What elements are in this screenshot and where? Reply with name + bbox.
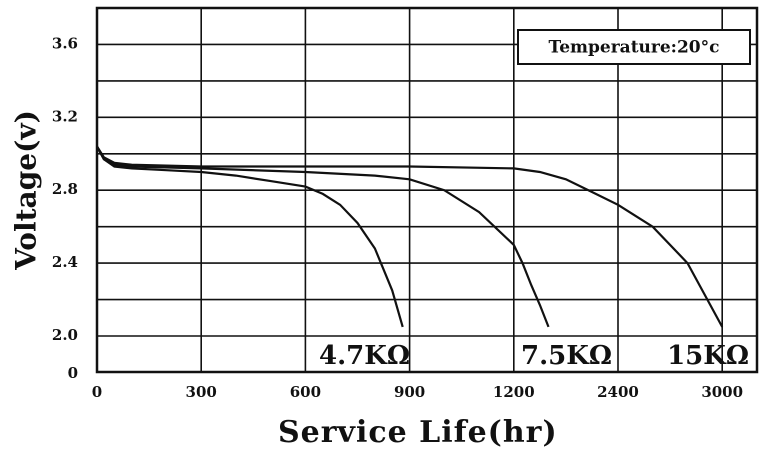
x-axis-label: Service Life(hr) [278, 415, 558, 450]
y-axis-label: Voltage(v) [10, 110, 43, 271]
annotation-box [517, 29, 751, 65]
discharge-curve [96, 145, 724, 328]
x-tick-label: 900 [394, 383, 425, 401]
x-tick-label: 1200 [493, 383, 535, 401]
x-tick-label: 300 [186, 383, 217, 401]
x-tick-label: 2400 [597, 383, 639, 401]
y-tick-label: 2.4 [52, 253, 78, 271]
annotation: Temperature:20°c [549, 38, 720, 58]
discharge-curve [96, 145, 550, 328]
x-tick-label: 3000 [701, 383, 743, 401]
series-label: 4.7KΩ [319, 341, 410, 371]
y-tick-label: 0 [68, 364, 78, 382]
y-tick-label: 2.0 [52, 326, 78, 344]
y-tick-label: 3.2 [52, 107, 78, 125]
series-label: 7.5KΩ [521, 341, 612, 371]
x-tick-label: 600 [290, 383, 321, 401]
y-tick-label: 3.6 [52, 34, 78, 52]
plot-frame [95, 6, 759, 374]
x-tick-label: 0 [92, 383, 102, 401]
discharge-curve [96, 145, 404, 328]
y-tick-label: 2.8 [52, 180, 78, 198]
series-label: 15KΩ [667, 341, 749, 371]
